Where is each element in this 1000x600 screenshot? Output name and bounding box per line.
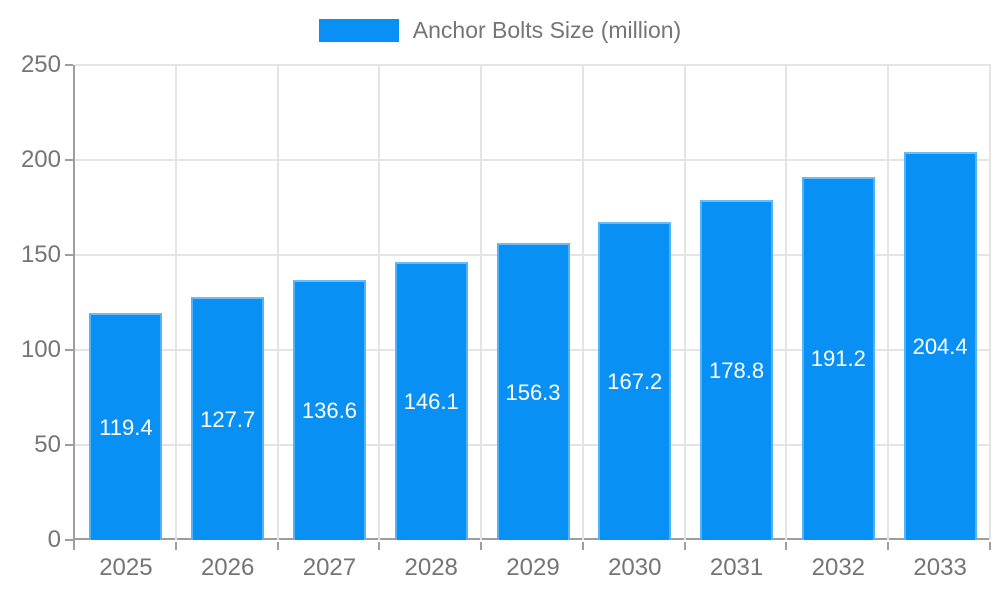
legend-label: Anchor Bolts Size (million) — [412, 17, 682, 43]
x-axis-tick-label: 2025 — [99, 554, 153, 581]
x-gridline — [887, 65, 890, 540]
x-tick-mark — [989, 542, 991, 550]
x-axis-tick-label: 2032 — [811, 554, 866, 581]
y-tick-mark — [65, 254, 73, 256]
bar-value-label: 146.1 — [403, 389, 459, 415]
y-tick-mark — [65, 539, 73, 541]
bar-value-label: 191.2 — [810, 346, 866, 372]
x-tick-mark — [480, 542, 483, 550]
x-tick-mark — [785, 542, 788, 550]
x-axis-tick-label: 2031 — [709, 554, 764, 581]
x-tick-mark — [581, 542, 584, 550]
x-axis-tick-label: 2028 — [404, 554, 458, 581]
x-gridline — [378, 65, 381, 540]
x-tick-mark — [73, 542, 75, 550]
x-tick-mark — [887, 542, 890, 550]
legend-item[interactable]: Anchor Bolts Size (million) — [318, 17, 682, 44]
bar-value-label: 167.2 — [607, 369, 663, 395]
y-tick-mark — [65, 444, 73, 446]
x-gridline — [480, 65, 483, 540]
bar-2028: 146.1 — [394, 262, 468, 540]
y-gridline — [75, 64, 991, 66]
y-axis-tick-label: 100 — [20, 336, 61, 363]
x-gridline — [174, 65, 177, 540]
x-gridline — [683, 65, 686, 540]
bar-2027: 136.6 — [292, 280, 366, 540]
y-tick-mark — [65, 349, 73, 351]
bar-2025: 119.4 — [89, 313, 163, 540]
x-tick-mark — [378, 542, 381, 550]
x-axis-tick-label: 2026 — [200, 554, 255, 581]
bar-2033: 204.4 — [903, 151, 977, 540]
bar-value-label: 204.4 — [912, 333, 968, 359]
y-gridline — [75, 159, 991, 161]
y-tick-mark — [65, 159, 73, 161]
x-axis-tick-label: 2029 — [506, 554, 560, 581]
bar-value-label: 127.7 — [200, 406, 256, 432]
x-axis-tick-label: 2030 — [608, 554, 662, 581]
y-tick-mark — [65, 64, 73, 66]
x-tick-mark — [683, 542, 686, 550]
x-gridline — [276, 65, 279, 540]
x-axis-tick-label: 2033 — [913, 554, 967, 581]
plot-area: 0 50 100 150 200 250 119.4 2025 127.7 2026 136.6 20… — [21, 51, 991, 581]
x-axis-tick-label: 2027 — [302, 554, 357, 581]
chart-legend: Anchor Bolts Size (million) — [0, 17, 1000, 44]
bar-2032: 191.2 — [801, 176, 875, 540]
y-axis-tick-label: 250 — [20, 51, 61, 78]
y-axis-tick-label: 200 — [20, 146, 61, 173]
y-axis-tick-label: 150 — [20, 241, 61, 268]
bar-2031: 178.8 — [700, 200, 774, 540]
bar-value-label: 178.8 — [709, 358, 765, 384]
bar-2030: 167.2 — [598, 222, 672, 540]
y-axis-line — [73, 65, 75, 550]
x-gridline — [785, 65, 788, 540]
bar-value-label: 136.6 — [301, 398, 357, 424]
x-gridline — [581, 65, 584, 540]
y-axis-tick-label: 0 — [47, 526, 61, 553]
bar-2029: 156.3 — [496, 243, 570, 540]
bar-value-label: 156.3 — [505, 379, 561, 405]
bar-2026: 127.7 — [191, 297, 265, 540]
legend-swatch — [318, 19, 399, 42]
x-tick-mark — [276, 542, 279, 550]
bar-value-label: 119.4 — [99, 414, 153, 440]
y-axis-tick-label: 50 — [34, 431, 61, 458]
x-gridline — [989, 65, 991, 540]
x-tick-mark — [174, 542, 177, 550]
